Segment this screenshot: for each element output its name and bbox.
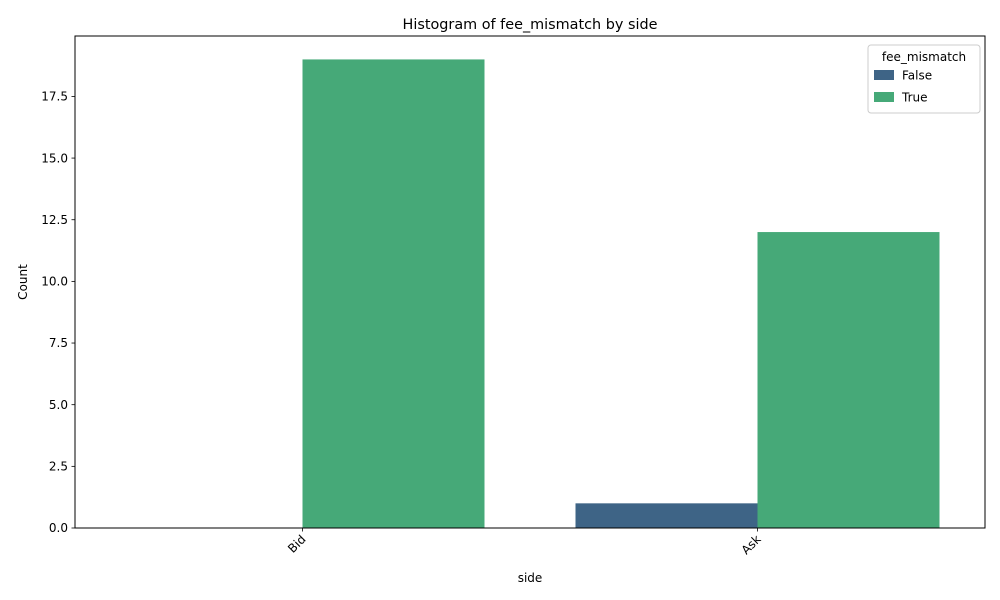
y-tick-label: 2.5	[49, 460, 68, 474]
y-tick-label: 7.5	[49, 336, 68, 350]
legend-title: fee_mismatch	[882, 50, 966, 64]
bar-ask-true	[757, 232, 940, 528]
y-axis: 0.0 2.5 5.0 7.5 10.0 12.5 15.0 17.5	[41, 90, 75, 535]
x-axis: Bid Ask	[285, 528, 764, 557]
legend-label: False	[902, 69, 932, 83]
chart-title: Histogram of fee_mismatch by side	[403, 17, 658, 33]
bars-group	[302, 59, 940, 529]
y-tick-label: 17.5	[41, 90, 68, 104]
x-axis-label: side	[518, 571, 543, 585]
bar-bid-true	[302, 59, 485, 529]
y-tick-label: 15.0	[41, 151, 68, 165]
y-tick-label: 10.0	[41, 275, 68, 289]
y-tick-label: 0.0	[49, 521, 68, 535]
x-tick-label: Ask	[739, 532, 764, 557]
legend-box	[867, 44, 981, 114]
legend-swatch	[874, 92, 894, 102]
y-axis-label: Count	[16, 264, 30, 300]
x-tick-label: Bid	[285, 532, 308, 555]
legend-items: False True	[874, 69, 932, 105]
legend-label: True	[901, 91, 928, 105]
y-tick-label: 5.0	[49, 398, 68, 412]
plot-frame	[74, 35, 986, 529]
bar-ask-false	[575, 503, 758, 528]
legend: fee_mismatch False True	[867, 44, 981, 114]
y-tick-label: 12.5	[41, 213, 68, 227]
legend-swatch	[874, 70, 894, 80]
